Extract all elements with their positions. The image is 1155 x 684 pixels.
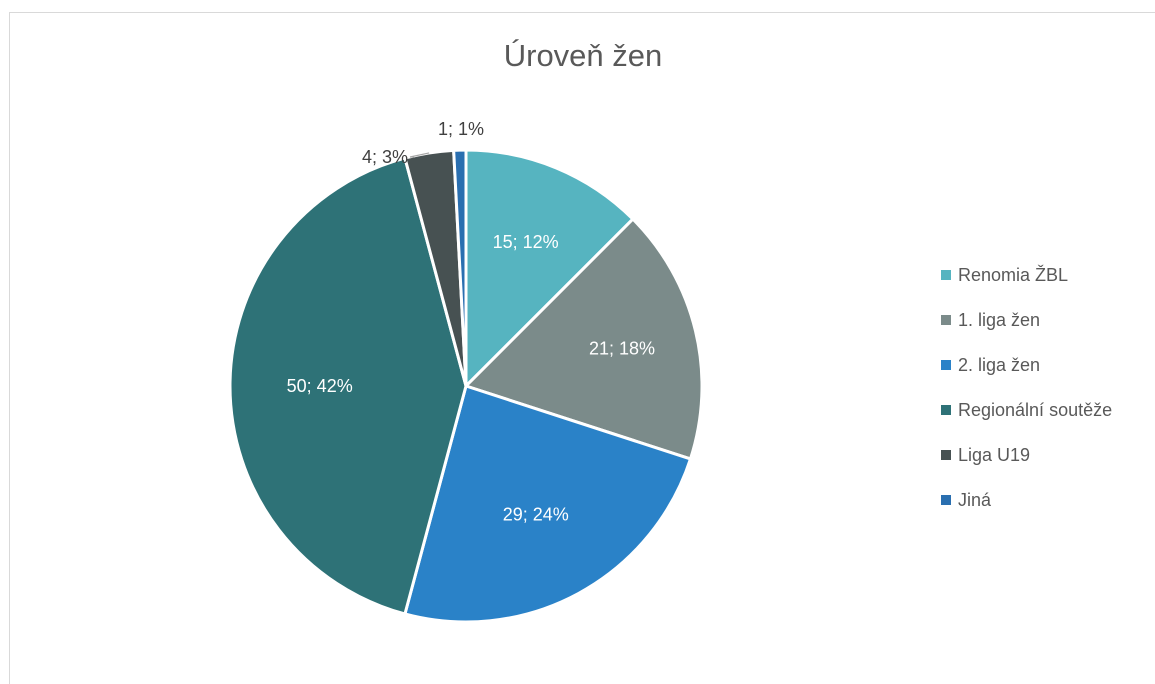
legend-label: Liga U19 (958, 445, 1030, 465)
legend-label: 2. liga žen (958, 355, 1040, 375)
data-label-1-liga-zen: 21; 18% (589, 339, 655, 359)
leader-line-liga-u19 (409, 152, 430, 158)
data-labels: 15; 12% 21; 18% 29; 24% 50; 42% 4; 3% 1; 1% (287, 119, 655, 525)
legend-label: 1. liga žen (958, 310, 1040, 330)
legend-label: Jiná (958, 490, 992, 510)
legend-item-regionalni-souteze: Regionální soutěže (941, 400, 1112, 420)
pie-slice-1-liga-zen (464, 217, 704, 461)
pie-slice-regionalni-souteze (228, 156, 468, 616)
legend-item-renomia-zbl: Renomia ŽBL (941, 265, 1068, 285)
data-label-renomia-zbl: 15; 12% (493, 232, 559, 252)
data-label-2-liga-zen: 29; 24% (503, 505, 569, 525)
legend-swatch (941, 495, 951, 505)
legend-label: Renomia ŽBL (958, 265, 1068, 285)
legend-item-liga-u19: Liga U19 (941, 445, 1030, 465)
pie-slice-renomia-zbl (464, 148, 635, 388)
legend-label: Regionální soutěže (958, 400, 1112, 420)
pie-slice-2-liga-zen (403, 384, 692, 624)
legend-swatch (941, 450, 951, 460)
chart-title: Úroveň žen (504, 38, 663, 73)
legend-swatch (941, 270, 951, 280)
legend-swatch (941, 360, 951, 370)
legend-swatch (941, 405, 951, 415)
pie-slice-jina (452, 148, 468, 388)
legend: Renomia ŽBL 1. liga žen 2. liga žen Regioná… (941, 265, 1112, 510)
legend-swatch (941, 315, 951, 325)
legend-item-jina: Jiná (941, 490, 992, 510)
chart-area (9, 12, 1155, 684)
data-label-regionalni-souteze: 50; 42% (287, 376, 353, 396)
data-label-liga-u19: 4; 3% (362, 147, 408, 167)
data-label-jina: 1; 1% (438, 119, 484, 139)
leader-lines (409, 152, 430, 158)
legend-item-2-liga-zen: 2. liga žen (941, 355, 1040, 375)
legend-item-1-liga-zen: 1. liga žen (941, 310, 1040, 330)
